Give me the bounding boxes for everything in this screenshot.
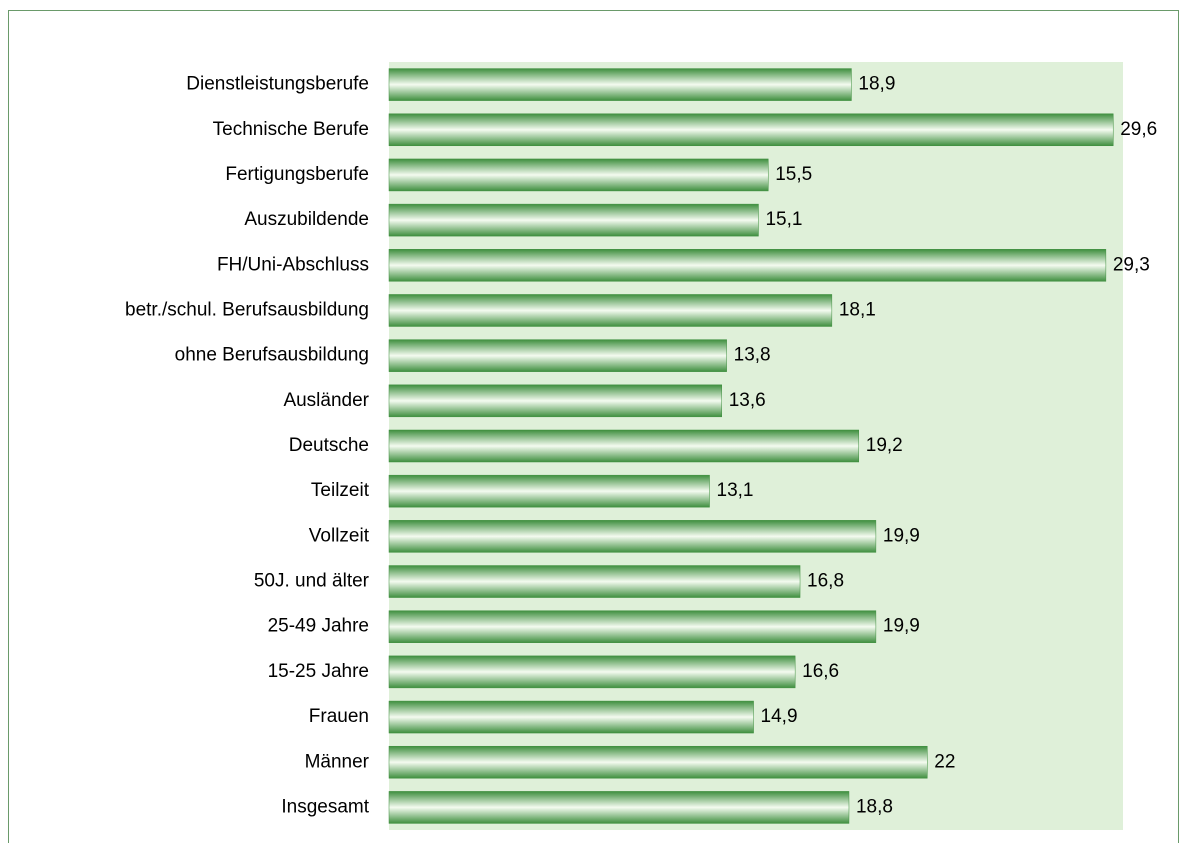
y-tick-label: Deutsche (289, 435, 369, 456)
value-label: 18,9 (858, 74, 895, 95)
y-tick-label: betr./schul. Berufsausbildung (125, 299, 369, 320)
bar (388, 655, 796, 689)
bar (388, 565, 801, 598)
y-tick-label: Fertigungsberufe (225, 164, 369, 185)
value-label: 13,8 (734, 345, 771, 366)
y-tick-label: ohne Berufsausbildung (175, 345, 369, 366)
value-label: 18,1 (839, 299, 876, 320)
value-label: 29,6 (1120, 119, 1157, 140)
y-tick-label: Dienstleistungsberufe (186, 74, 369, 95)
value-label: 19,9 (883, 525, 920, 546)
chart-frame (8, 10, 1179, 843)
bar (388, 113, 1114, 147)
y-tick-label: 25-49 Jahre (268, 616, 369, 637)
bar (388, 791, 850, 824)
bar (388, 294, 833, 327)
bar (388, 158, 769, 192)
y-tick-label: Frauen (309, 706, 369, 727)
y-tick-label: 15-25 Jahre (268, 661, 369, 682)
value-label: 14,9 (761, 706, 798, 727)
bar (388, 68, 852, 101)
bar (388, 700, 754, 734)
bar (388, 520, 877, 553)
y-tick-label: Vollzeit (309, 525, 370, 546)
bar (388, 429, 860, 463)
bar (388, 249, 1107, 282)
bar (388, 745, 928, 779)
bar (388, 203, 759, 237)
value-label: 15,1 (765, 209, 802, 230)
bar (388, 384, 722, 418)
bar (388, 610, 877, 643)
value-label: 19,9 (883, 616, 920, 637)
value-label: 16,6 (802, 661, 839, 682)
value-label: 29,3 (1113, 254, 1150, 275)
value-label: 19,2 (866, 435, 903, 456)
y-tick-label: Insgesamt (281, 796, 369, 817)
y-tick-label: FH/Uni-Abschluss (217, 254, 369, 275)
bar (388, 339, 727, 372)
value-label: 22 (934, 751, 955, 772)
y-tick-label: Männer (305, 751, 370, 772)
y-tick-label: 50J. und älter (254, 571, 370, 592)
value-label: 16,8 (807, 571, 844, 592)
value-label: 13,1 (717, 480, 754, 501)
value-label: 18,8 (856, 796, 893, 817)
y-tick-label: Auszubildende (244, 209, 369, 230)
bar (388, 474, 710, 508)
y-tick-label: Ausländer (283, 390, 369, 411)
value-label: 15,5 (775, 164, 812, 185)
value-label: 13,6 (729, 390, 766, 411)
y-tick-label: Teilzeit (311, 480, 370, 501)
y-tick-label: Technische Berufe (213, 119, 369, 140)
